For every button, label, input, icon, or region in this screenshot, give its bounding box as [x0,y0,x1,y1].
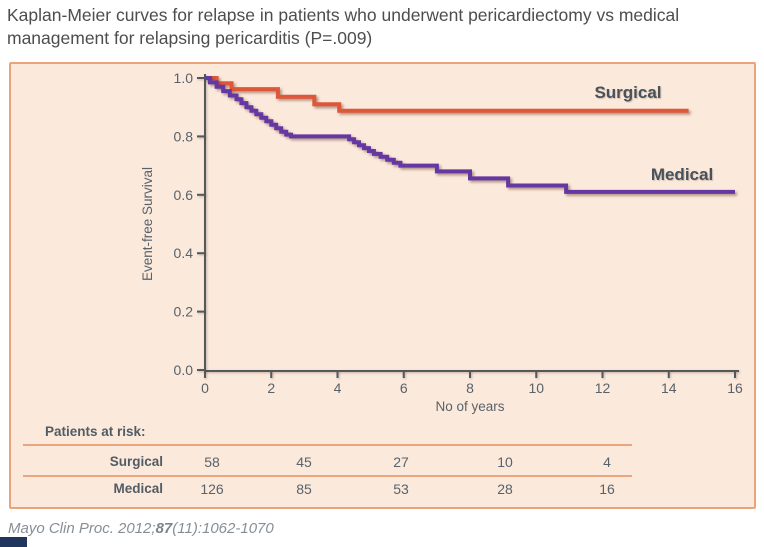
series-label-surgical: Surgical [594,83,662,102]
at-risk-value: 45 [296,454,312,470]
at-risk-value: 85 [296,481,312,497]
slide-corner-decoration [0,537,27,547]
at-risk-value: 126 [200,481,224,497]
at-risk-row-medical: Medical 126 85 53 28 16 [0,481,764,499]
citation: Mayo Clin Proc. 2012;87(11):1062-1070 [8,520,274,537]
at-risk-value: 27 [393,454,409,470]
at-risk-value: 53 [393,481,409,497]
at-risk-value: 4 [603,454,611,470]
at-risk-row-label: Medical [113,481,163,496]
at-risk-row-label: Surgical [109,454,163,469]
chart-title: Kaplan-Meier curves for relapse in patie… [7,5,680,49]
chart-panel [9,62,756,509]
at-risk-divider-middle [23,475,632,477]
citation-journal: Mayo Clin Proc. 2012; [8,520,156,537]
at-risk-value: 28 [497,481,513,497]
citation-pages: (11):1062-1070 [172,520,274,537]
at-risk-divider-top [23,444,632,446]
at-risk-value: 10 [497,454,513,470]
at-risk-value: 58 [204,454,220,470]
series-label-medical: Medical [650,165,714,184]
at-risk-row-surgical: Surgical 58 45 27 10 4 [0,454,764,472]
citation-volume: 87 [155,520,173,537]
at-risk-value: 16 [599,481,615,497]
at-risk-table-title: Patients at risk: [45,424,146,439]
